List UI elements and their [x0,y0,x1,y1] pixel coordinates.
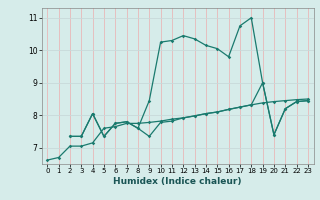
X-axis label: Humidex (Indice chaleur): Humidex (Indice chaleur) [113,177,242,186]
